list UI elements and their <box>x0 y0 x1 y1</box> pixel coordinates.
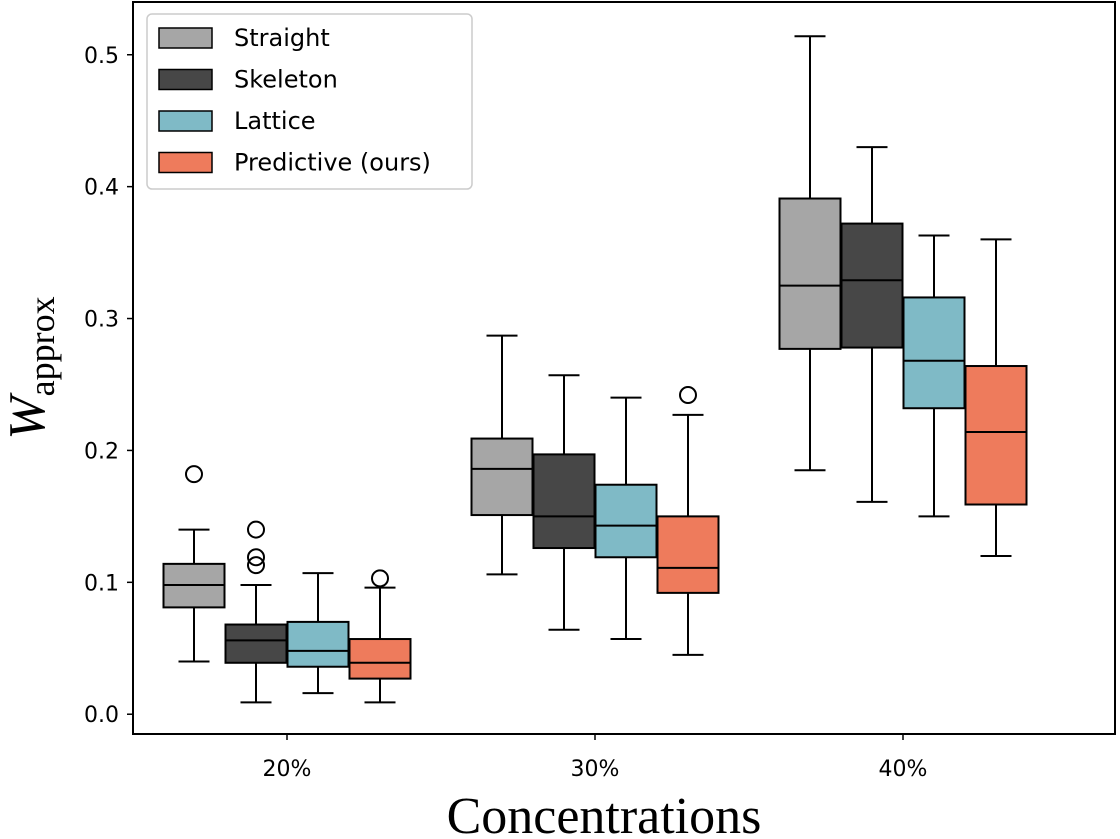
y-tick-label: 0.1 <box>84 571 119 596</box>
iqr-box <box>964 365 1028 506</box>
box-skeleton-40pct <box>840 146 904 503</box>
x-tick-label: 20% <box>263 757 312 782</box>
outlier-point <box>679 386 697 405</box>
box-skeleton-20pct <box>224 520 288 704</box>
outlier-point <box>185 465 203 484</box>
y-tick-label: 0.0 <box>84 703 119 728</box>
x-tick-label: 40% <box>879 757 928 782</box>
legend-label: Straight <box>234 24 330 52</box>
iqr-box <box>470 437 534 517</box>
y-axis-label: Wapprox <box>0 296 62 439</box>
iqr-box <box>286 620 350 668</box>
legend-label: Predictive (ours) <box>234 149 431 177</box>
outlier-point <box>247 520 265 539</box>
iqr-box <box>902 296 966 410</box>
box-straight-40pct <box>778 35 842 472</box>
iqr-box <box>532 453 596 550</box>
box-lattice-30pct <box>594 396 658 641</box>
iqr-box <box>656 515 720 594</box>
x-axis-label: Concentrations <box>447 788 762 839</box>
box-lattice-40pct <box>902 234 966 518</box>
box-predictive-ours-30pct <box>656 386 720 656</box>
box-skeleton-30pct <box>532 374 596 631</box>
legend-swatch <box>158 27 213 49</box>
iqr-box <box>778 197 842 350</box>
x-tick-label: 30% <box>571 757 620 782</box>
iqr-box <box>348 638 412 680</box>
legend: Straight Skeleton Lattice Predictive (ours) <box>146 13 473 190</box>
legend-item: Straight <box>158 24 330 52</box>
outlier-point <box>247 556 265 575</box>
box-lattice-20pct <box>286 572 350 695</box>
legend-frame <box>146 13 473 190</box>
y-axis: 0.0 0.1 0.2 0.3 0.4 0.5 <box>84 44 133 728</box>
legend-swatch <box>158 110 213 132</box>
x-axis: 20% 30% 40% <box>263 734 928 782</box>
legend-swatch <box>158 151 213 174</box>
outlier-point <box>247 548 265 567</box>
legend-swatch <box>158 68 213 91</box>
iqr-box <box>224 623 288 664</box>
legend-item: Skeleton <box>158 66 338 94</box>
legend-label: Lattice <box>234 107 316 135</box>
y-tick-label: 0.4 <box>84 176 119 201</box>
box-straight-20pct <box>162 465 226 663</box>
box-predictive-ours-20pct <box>348 569 412 704</box>
iqr-box <box>840 222 904 349</box>
y-axis-label-main: W <box>0 392 56 440</box>
y-tick-label: 0.3 <box>84 308 119 333</box>
axes-frame <box>132 1 1116 735</box>
box-predictive-ours-40pct <box>964 238 1028 557</box>
y-tick-label: 0.2 <box>84 439 119 464</box>
plot-area <box>162 35 1028 704</box>
legend-item: Lattice <box>158 107 316 135</box>
legend-item: Predictive (ours) <box>158 149 431 177</box>
y-tick-label: 0.5 <box>84 44 119 69</box>
outlier-point <box>371 569 389 588</box>
legend-label: Skeleton <box>234 66 338 94</box>
y-axis-label-sub: approx <box>22 296 62 396</box>
iqr-box <box>594 483 658 559</box>
box-straight-30pct <box>470 334 534 576</box>
